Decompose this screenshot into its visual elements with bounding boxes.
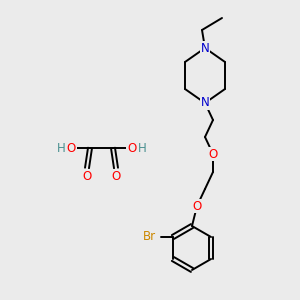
Text: O: O	[82, 169, 91, 182]
Text: O: O	[111, 169, 121, 182]
Text: N: N	[201, 97, 209, 110]
Text: Br: Br	[142, 230, 155, 244]
Text: N: N	[201, 41, 209, 55]
Text: O: O	[128, 142, 136, 154]
Text: H: H	[57, 142, 65, 154]
Text: O: O	[192, 200, 202, 212]
Text: H: H	[138, 142, 146, 154]
Text: O: O	[208, 148, 217, 160]
Text: O: O	[66, 142, 76, 154]
